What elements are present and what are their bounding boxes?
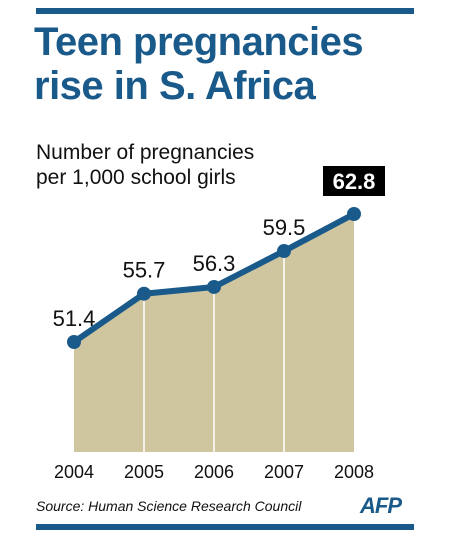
x-tick-label: 2005 xyxy=(124,462,164,482)
data-point xyxy=(347,207,361,221)
chart-title-line-1: Teen pregnancies xyxy=(34,20,364,64)
chart-title: Teen pregnancies rise in S. Africa xyxy=(34,20,424,108)
x-tick-label: 2004 xyxy=(54,462,94,482)
data-point xyxy=(277,244,291,259)
x-tick-label: 2006 xyxy=(194,462,234,482)
afp-logo: AFP xyxy=(360,493,402,518)
data-label: 59.5 xyxy=(263,215,306,240)
subtitle-line-2: per 1,000 school girls xyxy=(36,166,236,189)
highlight-label-box xyxy=(323,166,385,196)
data-label: 51.4 xyxy=(53,306,96,331)
source-note: Source: Human Science Research Council xyxy=(36,498,302,514)
data-label: 56.3 xyxy=(193,251,236,276)
x-tick-label: 2008 xyxy=(334,462,374,482)
data-label: 62.8 xyxy=(333,169,376,194)
chart-title-line-2: rise in S. Africa xyxy=(34,64,316,108)
chart-subtitle: Number of pregnancies per 1,000 school g… xyxy=(36,140,356,190)
x-tick-label: 2007 xyxy=(264,462,304,482)
data-point xyxy=(207,279,221,294)
top-rule xyxy=(36,8,414,14)
data-label: 55.7 xyxy=(123,258,166,283)
subtitle-line-1: Number of pregnancies xyxy=(36,141,255,164)
data-point xyxy=(137,286,151,301)
bottom-rule xyxy=(36,524,414,530)
data-point xyxy=(67,335,81,349)
